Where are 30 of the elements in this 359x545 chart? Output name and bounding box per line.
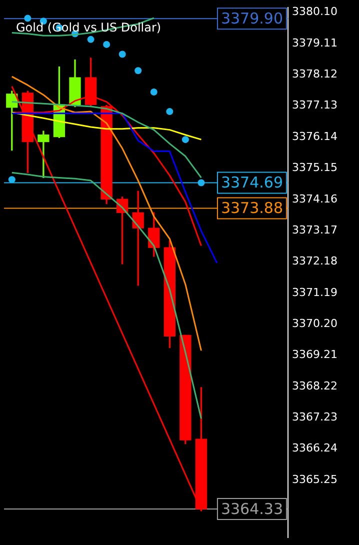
ref-line-label: 3364.33 bbox=[220, 500, 283, 518]
y-tick-label: 3370.20 bbox=[292, 317, 338, 330]
y-tick-label: 3365.25 bbox=[292, 472, 338, 486]
point bbox=[182, 136, 189, 144]
ref-line-label: 3373.88 bbox=[220, 199, 283, 218]
y-tick-label: 3374.16 bbox=[292, 192, 338, 206]
point bbox=[8, 176, 16, 184]
y-tick-label: 3371.19 bbox=[292, 286, 338, 299]
point bbox=[198, 179, 205, 186]
y-tick-label: 3377.13 bbox=[292, 98, 338, 112]
point bbox=[103, 40, 110, 48]
y-tick-label: 3379.11 bbox=[292, 36, 338, 50]
y-tick-label: 3369.21 bbox=[292, 348, 338, 362]
point bbox=[150, 88, 158, 96]
point bbox=[166, 108, 174, 116]
point bbox=[118, 50, 126, 58]
point bbox=[87, 36, 94, 43]
y-tick-label: 3378.12 bbox=[292, 68, 338, 81]
y-tick-label: 3380.10 bbox=[292, 5, 338, 18]
ref-line-label: 3374.69 bbox=[220, 174, 283, 192]
ref-line-label: 3379.90 bbox=[220, 10, 283, 28]
y-tick-label: 3367.23 bbox=[292, 410, 338, 424]
y-tick-label: 3372.18 bbox=[292, 254, 338, 268]
y-tick-label: 3373.17 bbox=[292, 223, 338, 236]
point bbox=[134, 67, 142, 74]
y-tick-label: 3376.14 bbox=[292, 130, 338, 143]
y-tick-label: 3368.22 bbox=[292, 379, 338, 392]
y-tick-label: 3375.15 bbox=[292, 161, 338, 174]
point bbox=[24, 14, 32, 22]
y-tick-label: 3366.24 bbox=[292, 442, 338, 455]
